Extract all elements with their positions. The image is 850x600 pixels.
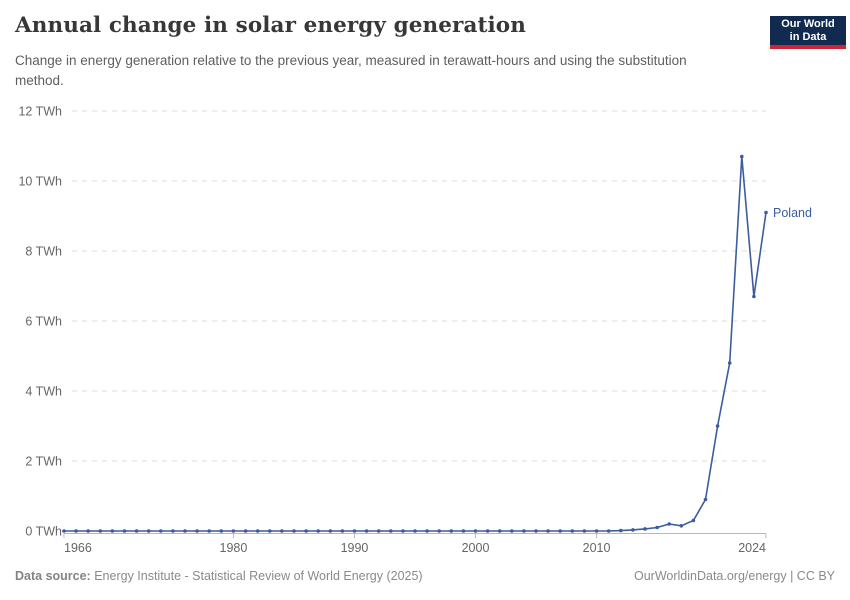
data-point bbox=[522, 529, 526, 533]
line-chart: 0 TWh 2 TWh 4 TWh 6 TWh 8 TWh 10 TWh 12 TWh 196… bbox=[0, 95, 850, 570]
data-point bbox=[752, 294, 756, 299]
owid-logo-line2: in Data bbox=[789, 30, 827, 43]
data-point bbox=[98, 529, 103, 533]
x-tick-label: 1980 bbox=[220, 541, 248, 555]
data-point bbox=[316, 529, 321, 533]
data-point bbox=[207, 529, 211, 533]
data-point bbox=[655, 525, 659, 530]
data-point bbox=[594, 529, 599, 533]
data-point bbox=[292, 529, 296, 533]
data-point bbox=[122, 529, 127, 533]
y-tick-label: 2 TWh bbox=[25, 455, 62, 469]
credit-note: OurWorldinData.org/energy | CC BY bbox=[633, 569, 835, 583]
x-tick-label: 2024 bbox=[738, 541, 766, 555]
data-point bbox=[691, 518, 696, 523]
y-tick-label: 0 TWh bbox=[25, 525, 62, 539]
data-point bbox=[86, 529, 90, 533]
data-point bbox=[473, 529, 478, 533]
data-point bbox=[643, 527, 647, 531]
series-line bbox=[64, 155, 767, 532]
data-point bbox=[340, 529, 345, 533]
data-point bbox=[255, 529, 260, 533]
data-point bbox=[389, 529, 393, 533]
data-point bbox=[62, 529, 66, 533]
data-point bbox=[764, 210, 768, 215]
data-point bbox=[534, 529, 538, 533]
data-point bbox=[219, 529, 224, 533]
data-point bbox=[352, 529, 357, 533]
data-point bbox=[437, 529, 442, 533]
data-point bbox=[570, 529, 575, 533]
series-label: Poland bbox=[773, 206, 812, 220]
y-tick-label: 6 TWh bbox=[25, 315, 62, 329]
x-tick-label: 2000 bbox=[462, 541, 490, 555]
data-point bbox=[679, 524, 684, 528]
data-point bbox=[510, 529, 514, 533]
data-source-label: Data source: bbox=[15, 569, 91, 583]
data-point bbox=[74, 529, 78, 533]
data-point bbox=[497, 529, 502, 533]
y-tick-label: 12 TWh bbox=[18, 105, 62, 119]
data-point bbox=[546, 529, 550, 533]
x-tick-label: 2010 bbox=[583, 541, 611, 555]
data-point bbox=[401, 529, 405, 533]
data-point bbox=[268, 529, 272, 533]
data-point bbox=[280, 529, 284, 533]
data-point bbox=[631, 528, 635, 532]
data-point bbox=[195, 529, 199, 533]
data-point bbox=[667, 522, 671, 526]
data-point bbox=[449, 529, 454, 533]
data-point bbox=[606, 529, 611, 533]
chart-footer: Data source: Energy Institute - Statisti… bbox=[15, 569, 835, 583]
data-point bbox=[376, 529, 381, 533]
owid-logo: Our World in Data bbox=[770, 16, 846, 49]
data-point bbox=[582, 529, 587, 533]
data-point bbox=[740, 154, 744, 159]
data-point bbox=[413, 529, 417, 533]
data-point bbox=[146, 529, 151, 533]
data-point bbox=[134, 529, 139, 533]
data-point bbox=[159, 529, 163, 533]
data-source-text: Energy Institute - Statistical Review of… bbox=[90, 569, 423, 583]
y-tick-label: 10 TWh bbox=[18, 175, 62, 189]
y-tick-label: 4 TWh bbox=[25, 385, 62, 399]
x-tick-label: 1990 bbox=[341, 541, 369, 555]
data-point bbox=[703, 497, 708, 502]
data-point bbox=[727, 361, 732, 365]
data-point bbox=[425, 529, 429, 533]
y-tick-label: 8 TWh bbox=[25, 245, 62, 259]
chart-subtitle: Change in energy generation relative to … bbox=[15, 53, 687, 88]
data-point bbox=[110, 529, 115, 533]
data-point bbox=[461, 529, 466, 533]
chart-canvas: 0 TWh 2 TWh 4 TWh 6 TWh 8 TWh 10 TWh 12 TWh 196… bbox=[18, 105, 812, 556]
owid-logo-line1: Our World bbox=[781, 18, 835, 30]
data-point bbox=[243, 529, 248, 533]
data-point bbox=[715, 424, 720, 428]
data-point bbox=[485, 529, 490, 533]
data-point bbox=[364, 529, 369, 533]
page-title: Annual change in solar energy generation bbox=[15, 13, 526, 38]
data-source-note: Data source: Energy Institute - Statisti… bbox=[15, 569, 423, 583]
data-point bbox=[304, 529, 308, 533]
data-point bbox=[328, 529, 333, 533]
data-point bbox=[183, 529, 187, 533]
data-point bbox=[231, 529, 236, 533]
data-point bbox=[619, 528, 623, 533]
data-point bbox=[171, 529, 175, 533]
data-point bbox=[558, 529, 562, 533]
x-tick-label: 1966 bbox=[64, 541, 92, 555]
